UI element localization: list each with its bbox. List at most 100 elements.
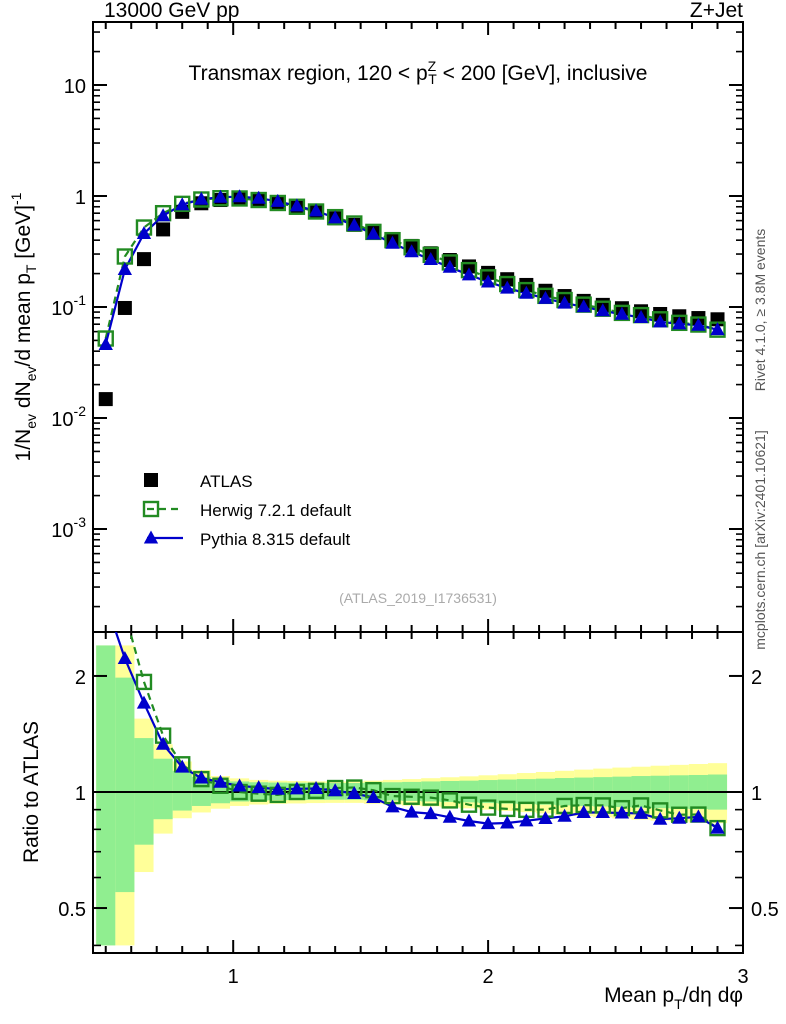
- svg-text:1/Nev dNev/d mean pT [GeV]-1: 1/Nev dNev/d mean pT [GeV]-1: [8, 192, 39, 461]
- data-marker-triangle: [595, 303, 610, 317]
- data-marker-square: [519, 277, 534, 292]
- data-marker-triangle: [480, 816, 496, 830]
- data-marker-triangle: [653, 314, 668, 328]
- ratio-ytick-label-left: 2: [75, 667, 86, 689]
- data-marker-triangle: [404, 244, 419, 258]
- data-marker-triangle: [595, 804, 610, 818]
- legend-label-herwig: Herwig 7.2.1 default: [200, 501, 351, 520]
- data-marker-triangle: [672, 810, 687, 824]
- data-marker-triangle: [576, 804, 591, 818]
- data-marker-triangle: [308, 203, 324, 217]
- data-marker-triangle: [633, 805, 649, 819]
- header-right: Z+Jet: [690, 0, 743, 22]
- data-marker-triangle: [500, 280, 515, 294]
- data-marker-square: [538, 283, 553, 298]
- data-marker-triangle: [175, 197, 190, 211]
- data-marker-square: [117, 300, 132, 315]
- data-marker-triangle: [289, 198, 305, 212]
- ratio-panel-ticks: [93, 632, 743, 953]
- ratio-ytick-label-left: 0.5: [58, 899, 86, 921]
- data-marker-square: [136, 252, 151, 267]
- main-ytick-label: 10-1: [51, 292, 86, 320]
- data-marker-triangle: [308, 781, 324, 795]
- ratio-panel-data: [114, 632, 726, 837]
- data-marker-open-square: [422, 789, 439, 806]
- main-panel-data: [97, 189, 726, 407]
- ratio-panel: 2 2 1 1 0.5 0.5 1 2 3 Ratio to ATLAS Mean pT/dη…: [20, 631, 779, 1012]
- data-marker-triangle: [538, 810, 553, 824]
- data-marker-open-square: [671, 314, 688, 332]
- data-marker-triangle: [98, 336, 113, 350]
- ratio-xtick-label: 3: [737, 966, 748, 988]
- data-marker-triangle: [461, 267, 477, 281]
- data-marker-triangle: [442, 809, 458, 823]
- data-marker-triangle: [576, 299, 591, 313]
- data-marker-triangle: [519, 813, 534, 827]
- data-marker-triangle: [251, 190, 266, 204]
- main-panel-ytick-labels: 10 1 10-1 10-2 10-3: [51, 76, 86, 542]
- data-marker-triangle: [366, 789, 381, 803]
- band-inner-segment: [172, 770, 192, 811]
- data-marker-triangle: [385, 799, 400, 813]
- main-ytick-label: 10-2: [51, 403, 86, 431]
- ratio-xlabel: Mean pT/dη dφ: [604, 984, 743, 1012]
- legend: ATLAS Herwig 7.2.1 default Pythia 8.315 de…: [142, 472, 351, 549]
- data-marker-triangle: [175, 759, 190, 773]
- data-marker-triangle: [289, 781, 305, 795]
- data-marker-triangle: [500, 815, 515, 829]
- legend-label-atlas: ATLAS: [200, 472, 253, 491]
- data-marker-triangle: [347, 786, 362, 800]
- data-marker-open-square: [479, 799, 497, 816]
- band-inner-segment: [115, 677, 135, 893]
- data-marker-triangle: [519, 285, 534, 299]
- data-marker-triangle: [614, 306, 630, 320]
- data-marker-open-square: [142, 500, 160, 518]
- data-marker-triangle: [366, 226, 381, 240]
- data-marker-triangle: [213, 774, 228, 788]
- band-inner-segment: [153, 758, 173, 820]
- data-marker-triangle: [155, 208, 171, 222]
- data-marker-square: [98, 392, 113, 407]
- data-marker-square: [500, 272, 515, 287]
- legend-label-pythia: Pythia 8.315 default: [200, 530, 351, 549]
- data-marker-triangle: [270, 781, 285, 795]
- data-marker-triangle: [672, 316, 687, 330]
- data-marker-triangle: [614, 805, 630, 819]
- data-marker-triangle: [710, 322, 725, 336]
- ratio-xtick-label: 1: [228, 966, 239, 988]
- data-marker-square: [144, 473, 158, 487]
- ratio-ytick-label-right: 2: [751, 667, 762, 689]
- data-marker-triangle: [117, 261, 133, 275]
- data-marker-triangle: [232, 778, 247, 792]
- ratio-ytick-label-right: 1: [751, 783, 762, 805]
- main-ylabel: 1/Nev dNev/d mean pT [GeV]-1: [8, 192, 39, 461]
- side-info-bottom: mcplots.cern.ch [arXiv:2401.10621]: [752, 430, 768, 649]
- data-marker-triangle: [347, 217, 362, 231]
- data-marker-triangle: [385, 235, 400, 249]
- data-marker-triangle: [480, 274, 496, 288]
- data-marker-triangle: [213, 189, 228, 203]
- data-marker-triangle: [143, 530, 159, 544]
- data-marker-triangle: [404, 804, 419, 818]
- data-marker-triangle: [117, 651, 133, 665]
- data-marker-open-square: [613, 304, 631, 322]
- main-panel-ticks: [93, 22, 743, 632]
- data-marker-open-square: [690, 316, 707, 333]
- data-marker-open-square: [135, 673, 153, 691]
- data-marker-open-square: [460, 796, 478, 813]
- data-marker-triangle: [710, 820, 725, 834]
- data-marker-triangle: [691, 809, 706, 823]
- ratio-ytick-label-left: 1: [75, 783, 86, 805]
- ratio-xtick-label: 2: [483, 966, 494, 988]
- data-marker-triangle: [633, 309, 649, 323]
- data-marker-triangle: [136, 695, 152, 709]
- main-ytick-label: 1: [75, 187, 86, 209]
- data-marker-triangle: [538, 290, 553, 304]
- data-marker-triangle: [328, 783, 343, 797]
- data-marker-triangle: [328, 210, 343, 224]
- data-marker-triangle: [691, 317, 706, 331]
- data-marker-triangle: [442, 259, 458, 273]
- data-marker-triangle: [653, 811, 668, 825]
